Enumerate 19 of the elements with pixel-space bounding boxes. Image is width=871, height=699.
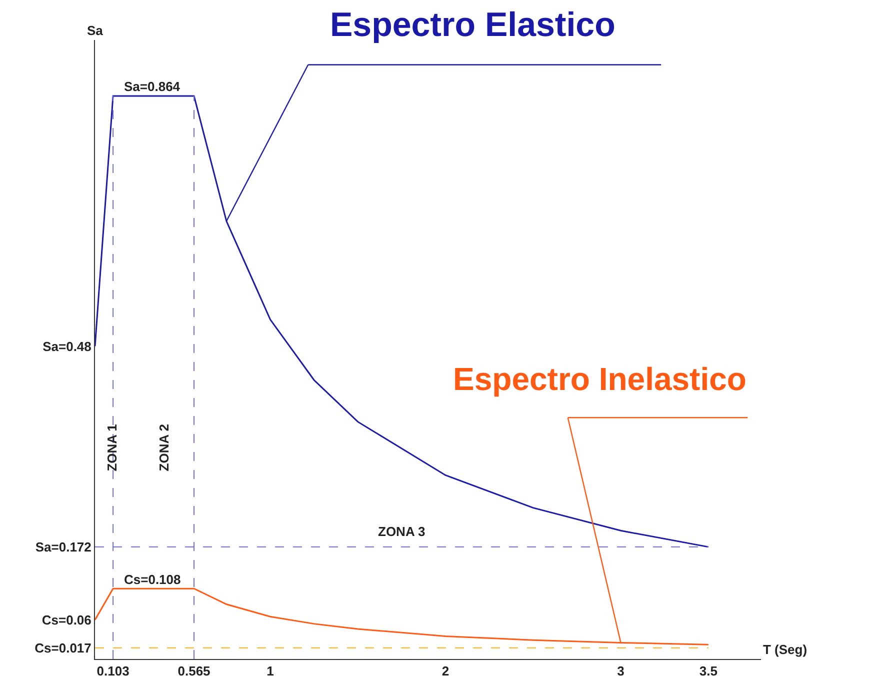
y-tick-label: Cs=0.06 <box>42 612 92 628</box>
x-tick-label: 1 <box>266 664 274 679</box>
annotation: ZONA 1 <box>104 424 120 472</box>
y-axis-title: Sa <box>87 23 104 38</box>
annotation: ZONA 3 <box>378 524 426 539</box>
x-tick-label: 0.565 <box>178 664 210 679</box>
x-tick-label: 0.103 <box>96 664 130 679</box>
x-axis-title: T (Seg) <box>763 642 808 657</box>
x-tick-label: 2 <box>442 664 450 679</box>
y-tick-label: Sa=0.48 <box>42 338 92 354</box>
x-tick-label: 3.5 <box>699 664 718 679</box>
text: Espectro Elastico <box>330 6 616 44</box>
y-tick-label: Sa=0.172 <box>35 539 92 554</box>
annotation: Cs=0.108 <box>124 572 181 587</box>
x-tick-label: 3 <box>617 664 624 679</box>
y-tick-label: Cs=0.017 <box>34 640 92 656</box>
annotation: Sa=0.864 <box>124 79 181 94</box>
text: Espectro Inelastico <box>453 361 746 397</box>
annotation: ZONA 2 <box>156 424 172 472</box>
